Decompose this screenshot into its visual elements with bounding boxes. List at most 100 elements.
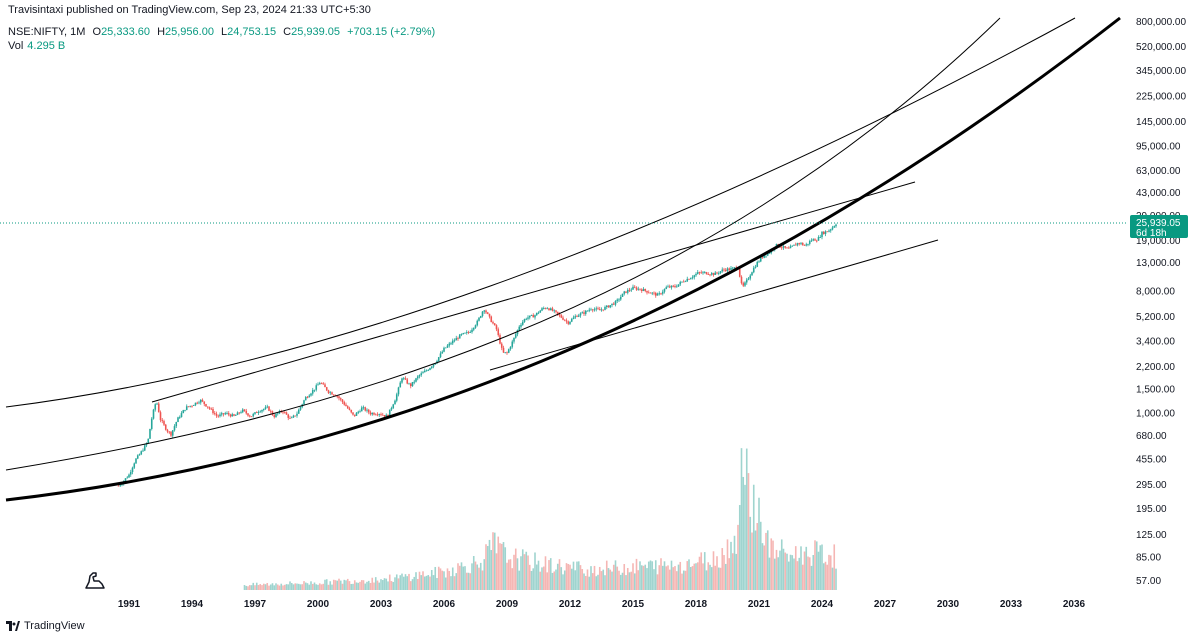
candle-body bbox=[189, 405, 192, 407]
candle-body bbox=[338, 396, 340, 399]
candle-body bbox=[658, 293, 661, 295]
candle-body bbox=[614, 300, 617, 305]
volume-bar bbox=[814, 540, 816, 590]
volume-bar bbox=[833, 544, 836, 590]
volume-bar bbox=[730, 541, 732, 590]
candle-body bbox=[376, 414, 379, 416]
candle-body bbox=[646, 290, 648, 293]
volume-bar bbox=[266, 582, 269, 590]
candle-body bbox=[143, 445, 146, 451]
candle-body bbox=[572, 317, 575, 320]
candle-body bbox=[693, 275, 696, 278]
volume-bar bbox=[639, 561, 641, 590]
volume-bar bbox=[651, 561, 654, 590]
volume-bar bbox=[630, 571, 633, 590]
x-tick-label: 1994 bbox=[181, 599, 204, 610]
candle-body bbox=[243, 409, 246, 411]
price-axis[interactable]: 800,000.00 520,000.00 345,000.00 225,000.00… bbox=[1136, 17, 1186, 587]
candle-body bbox=[705, 272, 708, 275]
volume-bar bbox=[422, 571, 424, 590]
volume-bar bbox=[436, 578, 438, 590]
volume-bar bbox=[380, 579, 382, 590]
volume-bar bbox=[423, 576, 426, 590]
y-tick-label: 800,000.00 bbox=[1136, 17, 1186, 28]
candle-body bbox=[733, 267, 736, 269]
candle-body bbox=[422, 372, 424, 374]
candle-body bbox=[297, 409, 300, 414]
candle-body bbox=[600, 309, 603, 311]
candle-body bbox=[761, 257, 764, 259]
candle-body bbox=[467, 332, 470, 333]
candle-body bbox=[360, 407, 363, 412]
candle-body bbox=[490, 316, 493, 323]
candle-body bbox=[220, 413, 223, 415]
candle-body bbox=[215, 413, 218, 416]
candle-body bbox=[331, 392, 333, 395]
volume-bar bbox=[705, 570, 708, 590]
bold-support-curve[interactable] bbox=[5, 16, 1121, 502]
candle-body bbox=[812, 239, 815, 241]
candle-body bbox=[443, 347, 445, 352]
volume-bar bbox=[364, 583, 367, 590]
volume-bar bbox=[430, 570, 433, 590]
volume-bar bbox=[766, 530, 769, 590]
volume-bar bbox=[404, 574, 407, 590]
candle-body bbox=[346, 406, 349, 409]
candle-body bbox=[782, 246, 785, 248]
volume-bar bbox=[616, 566, 619, 590]
volume-bar bbox=[632, 563, 634, 590]
candle-body bbox=[381, 414, 384, 416]
candle-body bbox=[651, 292, 654, 294]
volume-bar bbox=[527, 555, 529, 590]
volume-bar bbox=[521, 549, 524, 590]
volume-bar bbox=[805, 546, 808, 590]
volume-bar bbox=[824, 561, 827, 590]
candle-body bbox=[807, 243, 809, 245]
volume-bar bbox=[378, 582, 381, 590]
volume-bar bbox=[507, 559, 510, 590]
volume-bar bbox=[714, 565, 717, 590]
candle-body bbox=[751, 272, 753, 276]
volume-bar bbox=[443, 571, 445, 590]
candle-body bbox=[595, 308, 598, 310]
candle-body bbox=[472, 327, 475, 330]
candle-body bbox=[528, 315, 531, 318]
candle-body bbox=[206, 406, 209, 408]
candle-body bbox=[283, 412, 286, 414]
volume-bar bbox=[325, 579, 328, 590]
candle-body bbox=[691, 277, 694, 279]
candle-body bbox=[738, 268, 741, 277]
candle-body bbox=[628, 289, 631, 291]
candle-body bbox=[514, 334, 517, 338]
volume-bar bbox=[493, 532, 496, 590]
volume-bar bbox=[812, 554, 815, 590]
candle-body bbox=[829, 229, 832, 231]
candle-body bbox=[269, 410, 272, 412]
symbol-label[interactable]: NSE:NIFTY, 1M bbox=[8, 26, 86, 38]
x-tick-label: 2000 bbox=[307, 599, 330, 610]
candle-body bbox=[663, 288, 666, 292]
channel-lower-line[interactable] bbox=[489, 239, 939, 371]
middle-curve[interactable] bbox=[5, 17, 1001, 471]
channel-upper-line[interactable] bbox=[151, 181, 916, 403]
volume-bar bbox=[807, 556, 809, 590]
volume-bar bbox=[703, 552, 706, 590]
candle-body bbox=[446, 345, 449, 348]
candle-body bbox=[287, 414, 290, 418]
time-axis[interactable]: 1991 1994 1997 2000 2003 2006 2009 2012 2015 2018… bbox=[118, 599, 1086, 610]
volume-bar bbox=[341, 583, 344, 590]
volume-bar bbox=[345, 580, 347, 590]
volume-bar bbox=[362, 580, 365, 590]
candle-body bbox=[119, 484, 122, 486]
tradingview-brand[interactable]: TradingView bbox=[6, 620, 85, 632]
upper-curve-outer[interactable] bbox=[5, 17, 1076, 408]
volume-bar bbox=[661, 565, 664, 590]
volume-bar bbox=[257, 585, 260, 590]
close-key: C bbox=[283, 26, 292, 38]
candle-body bbox=[198, 402, 200, 404]
volume-bar bbox=[329, 581, 332, 590]
volume-bar bbox=[500, 543, 503, 590]
x-tick-label: 2015 bbox=[622, 599, 645, 610]
candle-body bbox=[367, 409, 370, 413]
